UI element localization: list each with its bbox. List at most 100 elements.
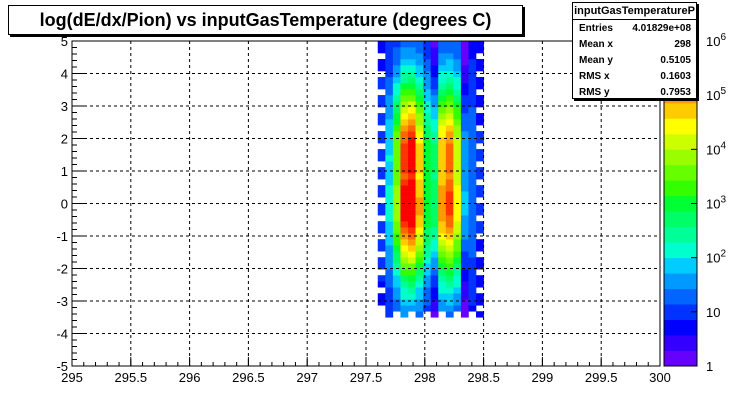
heatmap-cell [377, 299, 386, 306]
heatmap-cell [453, 245, 462, 252]
heatmap-cell [453, 125, 462, 132]
heatmap-cell [408, 245, 416, 252]
heatmap-cells [377, 41, 484, 318]
heatmap-cell [453, 215, 462, 222]
heatmap-cell [423, 101, 431, 108]
heatmap-cell [415, 245, 424, 252]
heatmap-cell [468, 137, 477, 144]
chart-title: log(dE/dx/Pion) vs inputGasTemperature (… [8, 5, 523, 35]
heatmap-cell [385, 281, 394, 288]
heatmap-cell [438, 287, 447, 294]
heatmap-cell [468, 41, 477, 48]
heatmap-cell [430, 287, 439, 294]
heatmap-cell [385, 179, 394, 186]
heatmap-cell [423, 137, 431, 144]
heatmap-cell [453, 281, 462, 288]
heatmap-cell [476, 59, 484, 66]
heatmap-cell [423, 131, 431, 138]
heatmap-cell [460, 281, 469, 288]
heatmap-cell [445, 167, 454, 174]
x-tick-label: 295 [61, 370, 83, 385]
heatmap-cell [377, 275, 386, 282]
palette-swatch [664, 304, 697, 320]
heatmap-cell [476, 185, 484, 192]
heatmap-cell [408, 263, 416, 270]
heatmap-cell [468, 203, 477, 210]
heatmap-cell [408, 59, 416, 66]
heatmap-cell [453, 41, 462, 48]
heatmap-cell [476, 281, 484, 288]
heatmap-cell [408, 155, 416, 162]
heatmap-cell [408, 77, 416, 84]
heatmap-cell [445, 251, 454, 258]
heatmap-cell [430, 143, 439, 150]
heatmap-cell [423, 221, 431, 228]
heatmap-cell [385, 59, 394, 66]
palette-swatch [664, 164, 697, 181]
heatmap-cell [392, 245, 401, 252]
heatmap-cell [415, 83, 424, 90]
heatmap-cell [438, 185, 447, 192]
heatmap-cell [460, 83, 469, 90]
heatmap-cell [423, 119, 431, 126]
heatmap-cell [445, 53, 454, 60]
heatmap-cell [476, 149, 484, 156]
heatmap-cell [430, 77, 439, 84]
heatmap-cell [400, 125, 409, 132]
heatmap-cell [453, 47, 462, 54]
heatmap-cell [438, 281, 447, 288]
heatmap-cell [453, 197, 462, 204]
heatmap-cell [423, 185, 431, 192]
heatmap-cell [423, 173, 431, 180]
heatmap-cell [392, 191, 401, 198]
heatmap-cell [392, 263, 401, 270]
heatmap-cell [460, 305, 469, 312]
plot-border [71, 40, 661, 367]
heatmap-cell [453, 77, 462, 84]
heatmap-cell [392, 299, 401, 306]
heatmap-cell [423, 215, 431, 222]
heatmap-cell [392, 221, 401, 228]
heatmap-cell [438, 191, 447, 198]
heatmap-cell [468, 59, 477, 66]
heatmap-cell [415, 305, 424, 312]
heatmap-cell [430, 107, 439, 114]
heatmap-cell [400, 161, 409, 168]
heatmap-cell [430, 59, 439, 66]
heatmap-cell [445, 113, 454, 120]
heatmap-cell [476, 275, 484, 282]
heatmap-cell [400, 305, 409, 312]
heatmap-cell [468, 119, 477, 126]
heatmap-cell [430, 65, 439, 72]
heatmap-cell [430, 311, 439, 318]
heatmap-cell [423, 263, 431, 270]
heatmap-cell [445, 65, 454, 72]
heatmap-cell [423, 59, 431, 66]
heatmap-cell [468, 101, 477, 108]
heatmap-cell [430, 101, 439, 108]
heatmap-cell [453, 287, 462, 294]
heatmap-cell [445, 215, 454, 222]
heatmap-cell [476, 47, 484, 54]
heatmap-cell [408, 197, 416, 204]
heatmap-cell [385, 131, 394, 138]
heatmap-cell [468, 245, 477, 252]
heatmap-cell [392, 203, 401, 210]
heatmap-cell [460, 125, 469, 132]
heatmap-cell [453, 269, 462, 276]
heatmap-cell [430, 185, 439, 192]
heatmap-cell [408, 119, 416, 126]
heatmap-cell [392, 95, 401, 102]
heatmap-cell [400, 245, 409, 252]
x-tick-label: 299.5 [585, 370, 618, 385]
heatmap-cell [460, 299, 469, 306]
heatmap-cell [460, 215, 469, 222]
palette-swatch [664, 288, 697, 305]
heatmap-cell [453, 71, 462, 78]
heatmap-cell [468, 257, 477, 264]
heatmap-cell [385, 233, 394, 240]
heatmap-cell [430, 95, 439, 102]
heatmap-cell [476, 311, 484, 318]
heatmap-cell [460, 113, 469, 120]
